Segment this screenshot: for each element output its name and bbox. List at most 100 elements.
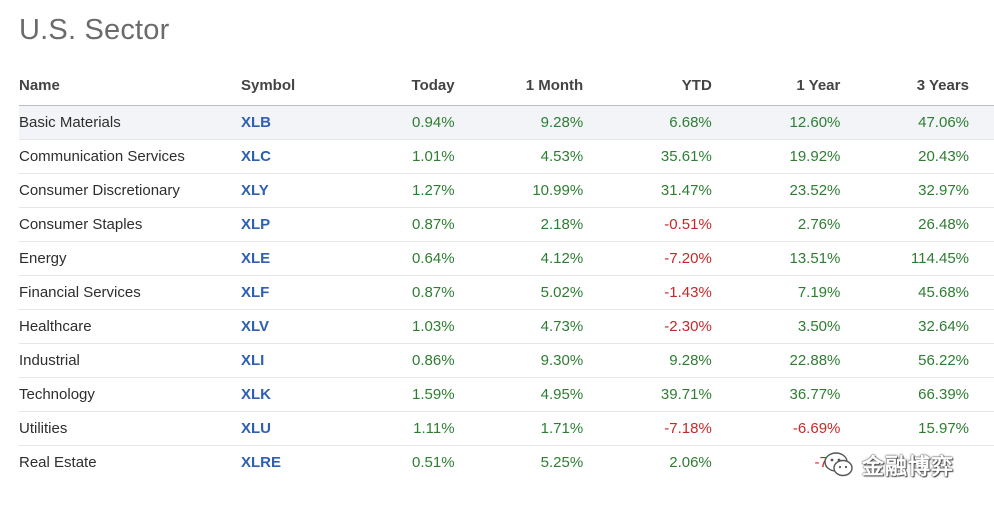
sector-name-cell: Consumer Discretionary [19, 173, 241, 208]
table-row[interactable]: Technology XLK 1.59% 4.95% 39.71% 36.77% 66.39… [19, 377, 994, 412]
1-month-return-cell: 5.25% [480, 446, 609, 480]
1-year-return-value: 19.92% [789, 148, 841, 165]
ytd-return-value: -2.30% [664, 318, 712, 335]
1-month-return-cell: 1.71% [479, 411, 609, 446]
column-header-symbol[interactable]: Symbol [241, 66, 351, 106]
ytd-return-value: 39.71% [660, 386, 712, 403]
3-years-return-value: 47.06% [918, 114, 969, 131]
table-row[interactable]: Basic Materials XLB 0.94% 9.28% 6.68% 12.60% 4… [19, 105, 994, 140]
1-month-return-value: 9.30% [540, 352, 584, 369]
3-years-return-value: 56.22% [918, 352, 969, 369]
symbol-link[interactable]: XLY [241, 182, 269, 199]
table-row[interactable]: Energy XLE 0.64% 4.12% -7.20% 13.51% 114.45% [19, 241, 994, 276]
symbol-link[interactable]: XLB [241, 114, 271, 131]
1-year-return-value: 2.76% [797, 216, 841, 233]
3-years-return-cell: 20.43% [865, 139, 994, 174]
ytd-return-cell: -2.30% [608, 309, 737, 344]
symbol-link[interactable]: XLV [241, 318, 270, 335]
3-years-return-cell: 114.45% [865, 241, 994, 276]
symbol-cell: XLRE [241, 446, 351, 480]
symbol-cell: XLE [241, 241, 351, 276]
3-years-return-value: 15.97% [918, 420, 969, 437]
1-month-return-value: 10.99% [532, 182, 584, 199]
column-header-name[interactable]: Name [19, 66, 241, 106]
symbol-cell: XLP [241, 207, 351, 242]
1-year-return-value: 36.77% [789, 386, 841, 403]
sector-name-cell: Communication Services [19, 139, 241, 174]
today-return-cell: 0.64% [351, 241, 480, 276]
table-row[interactable]: Consumer Discretionary XLY 1.27% 10.99% 31.4… [19, 173, 994, 208]
today-return-cell: 1.59% [351, 377, 480, 412]
column-header-1-month[interactable]: 1 Month [479, 66, 609, 106]
1-year-return-cell: 3.50% [736, 309, 866, 344]
3-years-return-cell: 45.68% [865, 275, 994, 310]
symbol-cell: XLU [241, 411, 351, 446]
table-row[interactable]: Healthcare XLV 1.03% 4.73% -2.30% 3.50% 32.64% [19, 309, 994, 344]
1-month-return-value: 4.53% [540, 148, 584, 165]
1-year-return-cell: 23.52% [736, 173, 866, 208]
today-return-value: 0.86% [412, 352, 455, 369]
table-row[interactable]: Communication Services XLC 1.01% 4.53% 35.61… [19, 139, 994, 174]
column-header-1-year[interactable]: 1 Year [736, 66, 866, 106]
ytd-return-value: 31.47% [660, 182, 712, 199]
ytd-return-cell: -7.18% [608, 411, 737, 446]
3-years-return-value: 66.39% [918, 386, 969, 403]
ytd-return-cell: 31.47% [608, 173, 737, 208]
1-year-return-cell: -6.69% [736, 411, 866, 446]
sector-name-cell: Utilities [19, 411, 241, 446]
3-years-return-cell [865, 446, 994, 480]
today-return-cell: 0.87% [351, 275, 480, 310]
column-header-ytd[interactable]: YTD [608, 66, 737, 106]
symbol-cell: XLK [241, 377, 351, 412]
table-row[interactable]: Consumer Staples XLP 0.87% 2.18% -0.51% 2.76%… [19, 207, 994, 242]
symbol-link[interactable]: XLP [241, 216, 271, 233]
ytd-return-value: 35.61% [660, 148, 712, 165]
3-years-return-value: 26.48% [918, 216, 969, 233]
table-row[interactable]: Utilities XLU 1.11% 1.71% -7.18% -6.69% 15.97% [19, 411, 994, 446]
1-month-return-value: 5.25% [540, 454, 584, 471]
table-body: Basic Materials XLB 0.94% 9.28% 6.68% 12.60% 4… [19, 105, 994, 480]
3-years-return-value: 32.64% [918, 318, 969, 335]
symbol-link[interactable]: XLK [241, 386, 271, 403]
1-month-return-value: 1.71% [540, 420, 584, 437]
today-return-value: 1.11% [413, 420, 455, 437]
column-header-3-years[interactable]: 3 Years [865, 66, 994, 106]
1-year-return-cell: 13.51% [736, 241, 866, 276]
symbol-link[interactable]: XLI [241, 352, 265, 369]
symbol-cell: XLF [241, 275, 351, 310]
3-years-return-cell: 56.22% [865, 343, 994, 378]
3-years-return-value: 20.43% [918, 148, 969, 165]
ytd-return-value: 2.06% [669, 454, 712, 471]
table-row[interactable]: Industrial XLI 0.86% 9.30% 9.28% 22.88% 56.22% [19, 343, 994, 378]
1-year-return-cell: 2.76% [736, 207, 866, 242]
sector-name-cell: Industrial [19, 343, 241, 378]
symbol-cell: XLY [241, 173, 351, 208]
3-years-return-cell: 47.06% [865, 105, 994, 140]
ytd-return-cell: 35.61% [608, 139, 737, 174]
3-years-return-value: 114.45% [910, 250, 969, 267]
table-header-row: Name Symbol Today 1 Month YTD 1 Year 3 Y… [19, 66, 994, 106]
1-month-return-cell: 4.95% [479, 377, 609, 412]
ytd-return-cell: 2.06% [608, 446, 737, 480]
today-return-cell: 0.87% [351, 207, 480, 242]
ytd-return-cell: 6.68% [608, 105, 737, 140]
today-return-value: 1.03% [412, 318, 455, 335]
today-return-cell: 0.94% [351, 105, 480, 140]
1-year-return-value: -6.69% [792, 420, 841, 437]
1-year-return-value: 7.19% [797, 284, 841, 301]
table-row[interactable]: Real Estate XLRE 0.51% 5.25% 2.06% -7.1 [19, 446, 994, 480]
symbol-link[interactable]: XLRE [241, 454, 282, 471]
symbol-link[interactable]: XLF [241, 284, 270, 301]
today-return-value: 1.27% [412, 182, 455, 199]
1-year-return-cell: 22.88% [736, 343, 866, 378]
symbol-link[interactable]: XLU [241, 420, 271, 437]
symbol-link[interactable]: XLE [241, 250, 271, 267]
symbol-link[interactable]: XLC [241, 148, 271, 165]
today-return-value: 0.94% [412, 114, 455, 131]
1-month-return-value: 2.18% [540, 216, 584, 233]
symbol-cell: XLV [241, 309, 351, 344]
table-row[interactable]: Financial Services XLF 0.87% 5.02% -1.43% 7.1… [19, 275, 994, 310]
ytd-return-cell: -0.51% [608, 207, 737, 242]
column-header-today[interactable]: Today [351, 66, 480, 106]
